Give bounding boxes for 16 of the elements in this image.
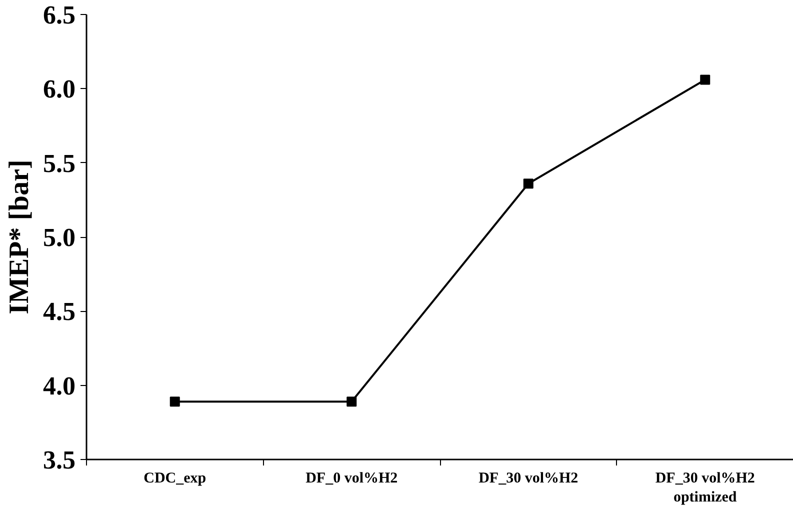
y-tick-label: 4.5	[43, 297, 76, 326]
x-tick-label: DF_0 vol%H2	[306, 470, 398, 486]
y-tick-label: 6.0	[43, 74, 76, 104]
x-tick-label: DF_30 vol%H2	[478, 470, 578, 486]
point	[346, 396, 357, 407]
y-tick-label: 5.5	[43, 148, 76, 178]
y-tick-label: 5.0	[43, 223, 76, 252]
point	[170, 396, 180, 407]
x-tick-label: CDC_exp	[144, 470, 206, 486]
y-tick-label: 6.5	[43, 0, 76, 30]
y-axis-title: IMEP* [bar]	[4, 160, 35, 314]
x-tick-label: DF_30 vol%H2 optimized	[655, 470, 755, 506]
y-tick-label: 4.0	[43, 371, 76, 400]
point	[523, 178, 534, 189]
point	[700, 74, 710, 85]
y-tick-label: 3.5	[43, 446, 76, 474]
